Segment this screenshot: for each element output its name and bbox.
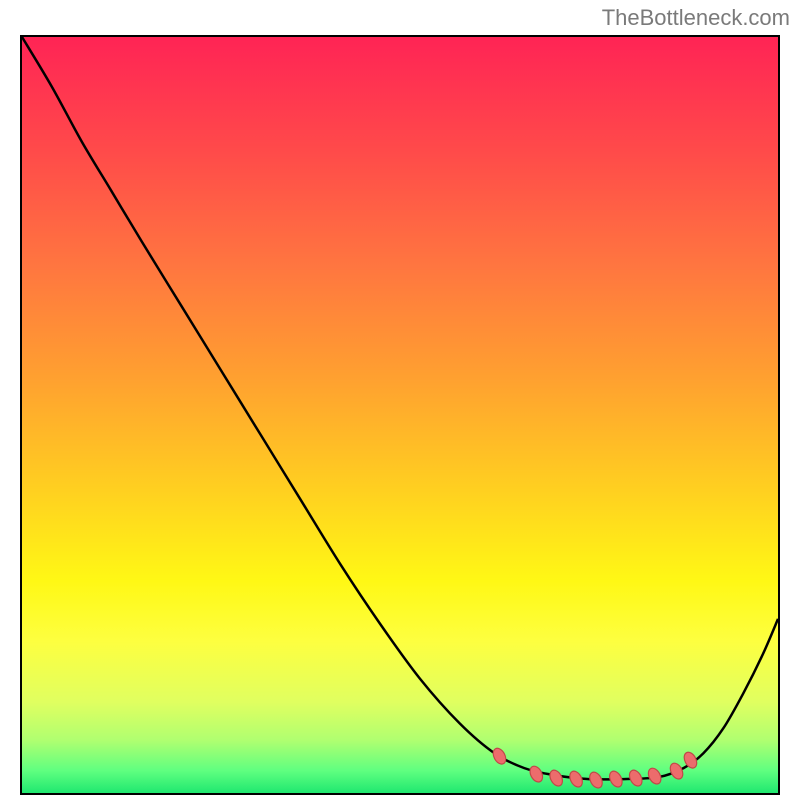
bottleneck-curve	[22, 37, 778, 779]
curve-overlay	[22, 37, 778, 793]
chart-container	[20, 35, 780, 795]
watermark-text: TheBottleneck.com	[602, 5, 790, 31]
